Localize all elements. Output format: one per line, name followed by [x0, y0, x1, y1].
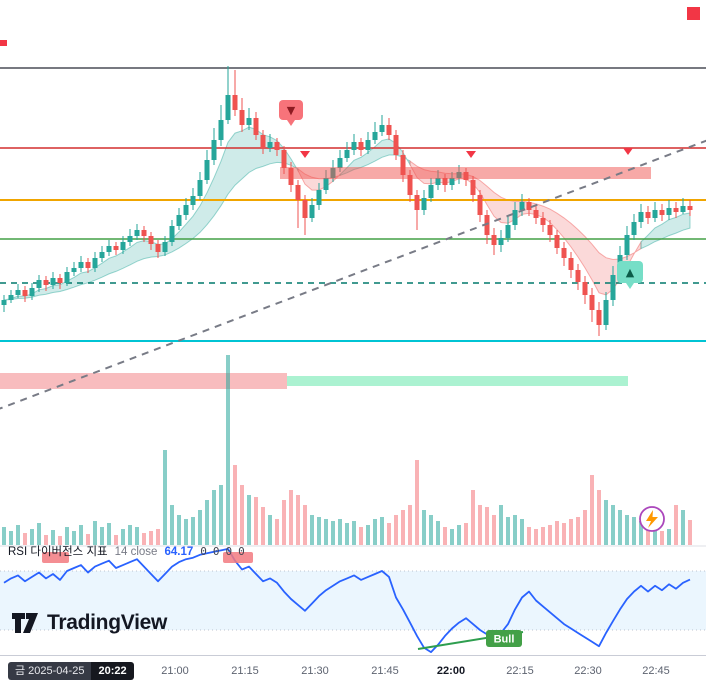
rsi-extra-value: 0 — [225, 545, 233, 558]
time-axis[interactable]: 금 2025-04-25 20:22 21:00 21:15 21:30 21:45 2… — [0, 655, 706, 688]
tradingview-logo[interactable]: TradingView — [10, 610, 167, 636]
svg-text:▼: ▼ — [287, 104, 296, 117]
sell-signal-triangle — [466, 151, 476, 158]
bull-divergence-label — [486, 630, 522, 647]
price-chart-canvas[interactable]: Bull ▼ ▲ — [0, 0, 706, 655]
rsi-line — [3, 548, 691, 653]
accent-mark — [687, 7, 700, 20]
svg-text:▲: ▲ — [626, 266, 635, 279]
badge-date: 금 2025-04-25 — [8, 662, 92, 680]
bearish-divergence-box — [42, 552, 69, 563]
date-time-badge: 금 2025-04-25 20:22 — [8, 662, 134, 680]
badge-time: 20:22 — [91, 662, 134, 680]
svg-text:Bull: Bull — [494, 634, 515, 646]
rsi-indicator-params: 14 close — [114, 546, 158, 558]
accent-mark — [0, 40, 7, 46]
time-tick: 22:00 — [436, 665, 466, 677]
horizontal-levels — [0, 67, 706, 342]
rsi-extra-value: 0 — [238, 545, 245, 558]
trendline — [0, 139, 706, 410]
time-tick: 22:45 — [642, 665, 670, 677]
time-tick: 21:45 — [371, 665, 399, 677]
rsi-indicator-title[interactable]: RSI 다이버전스 지표 — [8, 546, 108, 558]
rsi-extra-value: 0 — [200, 545, 207, 558]
rsi-band — [0, 571, 706, 630]
rsi-extra-value: 0 — [212, 545, 220, 558]
volume-series — [2, 355, 692, 545]
time-tick: 21:00 — [161, 665, 189, 677]
tradingview-logo-icon — [12, 613, 38, 633]
boost-lightning-button[interactable] — [638, 505, 666, 533]
rsi-value: 64.17 — [164, 546, 194, 558]
signal-bands — [0, 373, 628, 389]
time-tick: 22:15 — [506, 665, 534, 677]
resistance-zone — [280, 167, 651, 179]
bearish-marker-label[interactable] — [279, 100, 303, 120]
bearish-divergence-box — [223, 552, 253, 563]
lightning-bolt-icon — [646, 510, 658, 528]
sell-signal-triangle — [623, 148, 633, 155]
sell-signal-triangle — [300, 151, 310, 158]
bullish-marker-label[interactable] — [617, 261, 643, 283]
tradingview-logo-text: TradingView — [47, 611, 168, 634]
candlestick-series — [1, 66, 693, 336]
time-tick: 21:15 — [231, 665, 259, 677]
time-tick: 21:30 — [301, 665, 329, 677]
time-tick: 22:30 — [574, 665, 602, 677]
